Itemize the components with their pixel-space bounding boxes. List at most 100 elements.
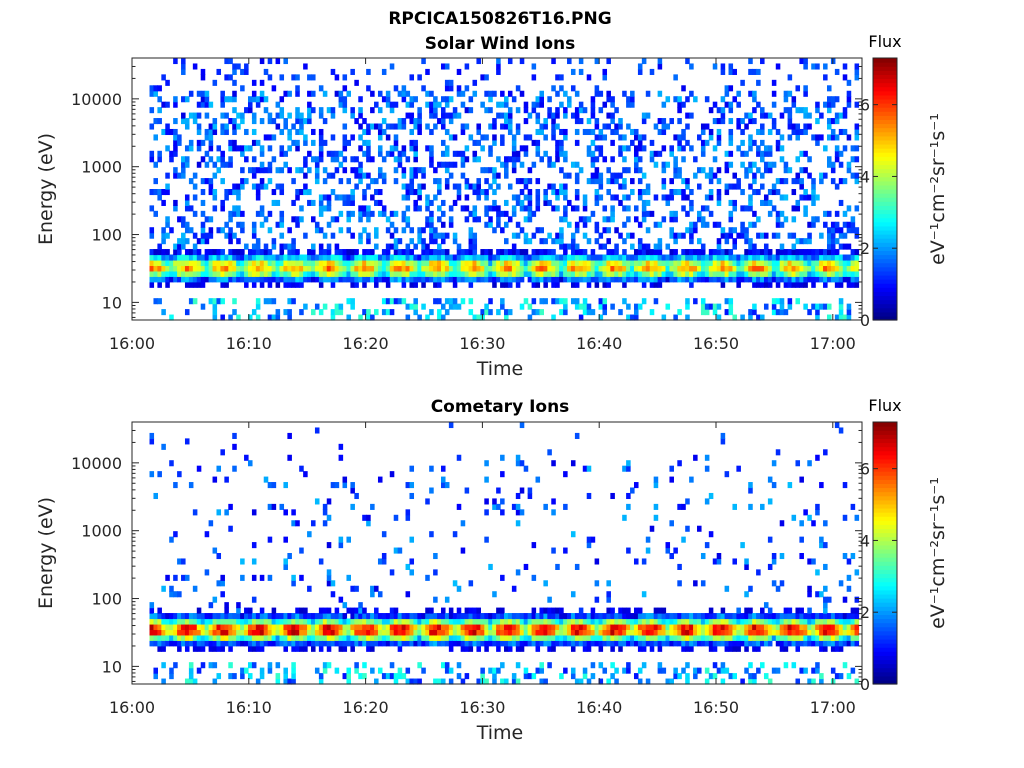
heatmap-cell <box>181 265 186 272</box>
heatmap-cell <box>677 276 682 283</box>
heatmap-cell <box>740 634 745 641</box>
heatmap-cell <box>791 249 797 256</box>
heatmap-cell <box>263 167 269 174</box>
heatmap-cell <box>444 265 450 272</box>
heatmap-cell <box>559 673 564 680</box>
colorbar-segment <box>873 160 897 166</box>
heatmap-cell <box>492 178 497 185</box>
heatmap-cell <box>370 270 375 277</box>
heatmap-cell <box>685 525 690 532</box>
heatmap-cell <box>232 205 237 212</box>
heatmap-cell <box>728 265 734 272</box>
heatmap-cell <box>559 238 564 245</box>
heatmap-cell <box>535 613 541 620</box>
heatmap-cell <box>697 249 702 256</box>
heatmap-cell <box>598 178 604 185</box>
heatmap-cell <box>677 189 682 196</box>
heatmap-cell <box>204 623 210 631</box>
solar-wind-panel: Solar Wind Ions 16:00 16:10 16:20 16:30 16:4… <box>35 32 949 380</box>
heatmap-cell <box>484 210 489 217</box>
heatmap-cell <box>815 314 820 321</box>
heatmap-cell <box>492 265 497 272</box>
heatmap-cell <box>350 281 355 288</box>
heatmap-cell <box>456 454 462 461</box>
heatmap-cell <box>763 613 769 620</box>
heatmap-cell <box>586 254 592 261</box>
heatmap-cell <box>468 96 474 103</box>
heatmap-cell <box>444 96 450 103</box>
heatmap-cell <box>665 194 671 201</box>
heatmap-cell <box>740 678 745 685</box>
heatmap-cell <box>598 134 604 141</box>
heatmap-cell <box>271 618 277 625</box>
heatmap-cell <box>500 139 505 146</box>
heatmap-cell <box>173 629 178 636</box>
heatmap-cell <box>606 189 611 196</box>
heatmap-cell <box>275 58 281 65</box>
heatmap-cell <box>850 221 856 228</box>
heatmap-cell <box>763 281 769 288</box>
heatmap-cell <box>594 558 600 565</box>
heatmap-cell <box>728 270 734 277</box>
heatmap-cell <box>771 553 777 560</box>
heatmap-cell <box>346 640 351 647</box>
heatmap-cell <box>795 270 801 277</box>
heatmap-cell <box>413 123 418 130</box>
heatmap-cell <box>744 265 749 272</box>
heatmap-cell <box>157 107 162 114</box>
heatmap-cell <box>381 553 387 560</box>
heatmap-cell <box>421 172 426 179</box>
heatmap-cell <box>456 618 462 625</box>
heatmap-cell <box>385 254 391 261</box>
heatmap-cell <box>173 259 178 267</box>
heatmap-cell <box>645 243 651 250</box>
heatmap-cell <box>740 139 745 146</box>
heatmap-cell <box>795 249 801 256</box>
heatmap-cell <box>578 167 584 174</box>
heatmap-cell <box>519 634 525 641</box>
heatmap-cell <box>181 243 186 250</box>
heatmap-cell <box>811 134 816 141</box>
heatmap-cell <box>169 673 174 680</box>
heatmap-cell <box>452 270 458 277</box>
heatmap-cell <box>200 189 206 196</box>
heatmap-cell <box>318 145 324 152</box>
heatmap-cell <box>283 259 288 267</box>
heatmap-cell <box>551 460 556 467</box>
heatmap-cell <box>401 227 407 234</box>
heatmap-cell <box>464 205 470 212</box>
heatmap-cell <box>645 613 651 620</box>
colorbar-segment <box>873 131 897 137</box>
heatmap-cell <box>311 645 316 652</box>
heatmap-cell <box>480 623 485 631</box>
heatmap-cell <box>531 574 537 581</box>
colorbar-tick-label: 6 <box>860 96 870 115</box>
heatmap-cell <box>736 607 741 614</box>
heatmap-cell <box>744 640 749 647</box>
heatmap-cell <box>444 634 450 641</box>
heatmap-cell <box>181 63 186 70</box>
heatmap-cell <box>850 265 856 272</box>
heatmap-cell <box>799 107 804 114</box>
heatmap-cell <box>685 673 690 680</box>
heatmap-cell <box>535 128 541 136</box>
heatmap-cell <box>307 276 312 283</box>
heatmap-cell <box>476 276 481 283</box>
heatmap-cell <box>574 270 580 277</box>
heatmap-cell <box>543 678 548 685</box>
heatmap-cell <box>492 673 497 680</box>
heatmap-cell <box>476 254 481 261</box>
heatmap-cell <box>799 58 804 65</box>
heatmap-cell <box>582 645 588 652</box>
heatmap-cell <box>677 270 682 277</box>
heatmap-cell <box>338 629 344 636</box>
heatmap-cell <box>535 145 541 152</box>
heatmap-cell <box>799 178 804 185</box>
heatmap-cell <box>504 613 509 620</box>
heatmap-cell <box>693 298 698 305</box>
heatmap-cell <box>567 623 572 631</box>
heatmap-cell <box>748 265 753 272</box>
heatmap-cell <box>582 465 588 472</box>
heatmap-cell <box>354 629 359 636</box>
heatmap-cell <box>472 640 478 647</box>
